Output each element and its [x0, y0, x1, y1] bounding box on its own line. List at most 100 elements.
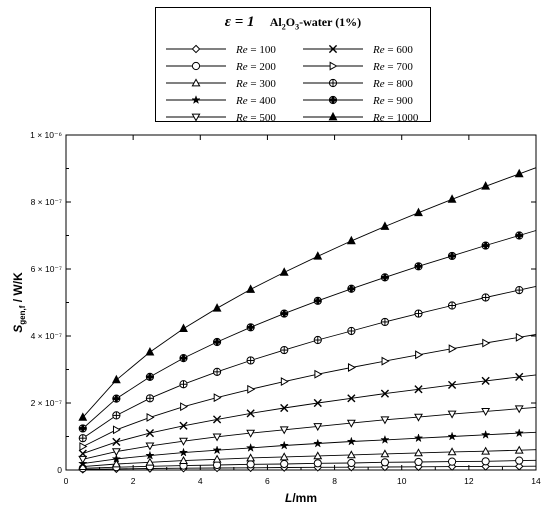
data-point	[280, 459, 289, 469]
legend: ε = 1 Al2O3-water (1%)	[155, 7, 431, 122]
legend-entry: Re = 1000	[303, 111, 419, 124]
data-point	[447, 457, 457, 466]
legend-entry: Re = 600	[303, 44, 413, 56]
legend-entry: Re = 300	[166, 78, 276, 90]
data-point	[146, 412, 155, 422]
y-axis-title: Sgen,f / W/K	[11, 272, 27, 333]
x-tick-label: 2	[131, 476, 136, 486]
data-point	[414, 309, 423, 318]
data-point	[447, 251, 457, 261]
series-3	[78, 445, 537, 471]
legend-fluid: Al2O3-water (1%)	[269, 15, 362, 32]
data-point	[279, 267, 289, 276]
data-point	[179, 354, 188, 363]
legend-label: Re = 300	[235, 78, 276, 90]
data-point	[279, 440, 289, 450]
series-6	[78, 372, 537, 458]
data-point	[380, 416, 390, 425]
data-point	[179, 380, 188, 389]
data-point	[347, 363, 356, 372]
data-point	[380, 221, 390, 230]
data-point	[414, 262, 423, 271]
data-point	[447, 447, 457, 456]
data-point	[179, 437, 188, 446]
data-point	[447, 431, 457, 441]
data-point	[246, 409, 255, 418]
data-point	[212, 303, 222, 312]
y-tick-label: 6 × 10⁻⁷	[31, 264, 62, 274]
series-4	[78, 428, 537, 468]
data-point	[313, 451, 323, 460]
data-point	[145, 429, 155, 438]
data-point	[145, 372, 155, 381]
y-tick-label: 0	[57, 465, 62, 475]
data-point	[480, 429, 491, 439]
legend-marker	[191, 44, 201, 54]
data-point	[414, 385, 423, 394]
data-point	[346, 450, 356, 459]
data-point	[280, 309, 289, 318]
legend-title: ε = 1 Al2O3-water (1%)	[156, 14, 430, 31]
data-point	[112, 437, 121, 446]
data-point	[246, 429, 256, 438]
legend-marker	[191, 95, 201, 105]
series-10	[78, 167, 537, 421]
legend-entry: Re = 200	[166, 61, 276, 73]
y-tick-label: 1 × 10⁻⁶	[30, 130, 62, 140]
data-point	[380, 458, 390, 467]
data-point	[515, 286, 524, 295]
data-point	[111, 453, 122, 463]
data-point	[78, 455, 88, 464]
legend-epsilon: ε = 1	[224, 14, 255, 30]
legend-label: Re = 900	[372, 95, 413, 107]
data-point	[145, 394, 155, 403]
data-point	[481, 241, 490, 250]
legend-label: Re = 100	[235, 44, 276, 56]
data-point	[514, 462, 524, 471]
data-point	[346, 419, 356, 428]
data-point	[78, 449, 87, 458]
data-point	[245, 442, 256, 452]
legend-entry: Re = 800	[303, 78, 413, 90]
legend-label: Re = 1000	[372, 112, 419, 124]
legend-label: Re = 500	[235, 112, 276, 124]
data-point	[347, 326, 356, 336]
data-point	[380, 273, 390, 282]
data-point	[280, 403, 289, 413]
data-point	[380, 462, 390, 472]
y-tick-label: 2 × 10⁻⁷	[31, 398, 62, 408]
data-point	[279, 426, 289, 435]
data-point	[514, 428, 524, 438]
data-point	[111, 448, 121, 457]
legend-label: Re = 200	[235, 61, 276, 73]
data-point	[481, 407, 491, 417]
data-point	[414, 448, 423, 457]
data-point	[481, 181, 491, 190]
data-point	[481, 462, 490, 471]
data-point	[347, 394, 356, 403]
data-point	[447, 410, 457, 419]
data-point	[414, 413, 423, 422]
data-point	[515, 456, 524, 465]
data-point	[481, 446, 491, 455]
data-point	[212, 337, 222, 347]
y-tick-label: 8 × 10⁻⁷	[31, 197, 62, 207]
x-axis-title: L/mm	[285, 491, 317, 505]
data-point	[111, 459, 121, 468]
data-point	[212, 433, 222, 442]
data-point	[111, 374, 121, 384]
series-2	[78, 456, 537, 473]
data-point	[280, 345, 289, 355]
data-point	[79, 442, 88, 451]
data-point	[346, 235, 356, 245]
series-5	[78, 405, 537, 464]
data-point	[247, 384, 256, 394]
data-point	[515, 332, 524, 342]
data-point	[413, 433, 424, 443]
data-point	[313, 335, 322, 345]
data-point	[213, 393, 222, 403]
data-point	[112, 425, 121, 435]
data-point	[313, 423, 323, 432]
data-point	[313, 251, 323, 260]
legend-marker	[328, 78, 338, 88]
